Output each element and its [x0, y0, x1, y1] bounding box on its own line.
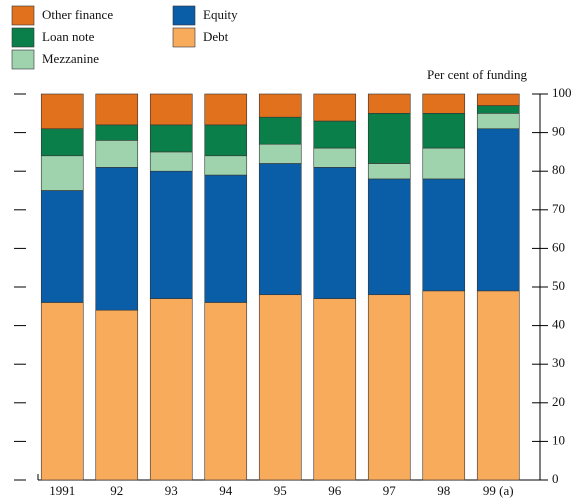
bar-segment: [95, 309, 139, 481]
bar-segment: [149, 170, 193, 299]
bar-segment: [95, 93, 139, 126]
bar-segment: [476, 105, 520, 114]
x-tick-label: 99 (a): [483, 483, 514, 498]
bar-segment: [258, 116, 302, 145]
bar-segment: [422, 178, 466, 292]
bar-segment: [476, 128, 520, 292]
bar-segment: [313, 120, 357, 149]
legend-label: Debt: [203, 29, 229, 44]
bar-segment: [367, 93, 411, 114]
y-tick-label: 50: [552, 278, 565, 293]
y-tick-label: 40: [552, 317, 565, 332]
legend-swatch: [11, 27, 35, 48]
bar-segment: [95, 124, 139, 141]
bar-segment: [258, 93, 302, 118]
bar-segment: [313, 298, 357, 481]
legend-label: Other finance: [42, 7, 113, 22]
y-tick-label: 90: [552, 124, 565, 139]
y-tick-label: 80: [552, 162, 565, 177]
y-axis-label: Per cent of funding: [427, 67, 528, 82]
bar-segment: [313, 167, 357, 299]
bar-segment: [422, 290, 466, 481]
bar-segment: [422, 93, 466, 114]
bar-segment: [422, 113, 466, 149]
legend-swatch: [172, 5, 196, 26]
y-tick-label: 70: [552, 201, 565, 216]
bar-segment: [40, 155, 84, 191]
bar-segment: [204, 155, 248, 176]
y-tick-label: 100: [552, 85, 572, 100]
legend-swatch: [11, 5, 35, 26]
bar-segment: [313, 93, 357, 122]
legend-swatch: [11, 49, 35, 70]
bar-segment: [40, 190, 84, 303]
bar-segment: [204, 124, 248, 157]
bar-segment: [149, 93, 193, 126]
bar-segment: [258, 143, 302, 164]
x-tick-label: 1991: [49, 483, 75, 498]
bar-segment: [258, 294, 302, 481]
bar-segment: [476, 113, 520, 130]
bar-segment: [40, 302, 84, 481]
bar-segment: [367, 163, 411, 180]
bar-segment: [149, 298, 193, 481]
bar-segment: [367, 178, 411, 296]
x-tick-label: 97: [383, 483, 397, 498]
x-tick-label: 98: [437, 483, 450, 498]
legend-label: Loan note: [42, 29, 95, 44]
x-tick-label: 92: [110, 483, 123, 498]
bar-segment: [95, 140, 139, 168]
bar-segment: [40, 128, 84, 157]
bar-segment: [40, 93, 84, 130]
bar-segment: [258, 163, 302, 296]
bar-segment: [149, 151, 193, 172]
bar-segment: [367, 294, 411, 481]
bar-segment: [204, 302, 248, 481]
bar-segment: [422, 147, 466, 180]
bar-segment: [95, 167, 139, 311]
legend-swatch: [172, 27, 196, 48]
x-tick-label: 96: [328, 483, 342, 498]
y-tick-label: 0: [552, 471, 559, 486]
bar-segment: [149, 124, 193, 153]
y-tick-label: 30: [552, 355, 565, 370]
bar-segment: [204, 93, 248, 126]
bar-segment: [476, 290, 520, 481]
y-tick-label: 60: [552, 239, 565, 254]
bar-segment: [313, 147, 357, 168]
legend-label: Mezzanine: [42, 51, 99, 66]
x-tick-label: 95: [274, 483, 287, 498]
y-tick-label: 20: [552, 394, 565, 409]
legend-label: Equity: [203, 7, 238, 22]
x-tick-label: 93: [165, 483, 178, 498]
bar-segment: [476, 93, 520, 106]
bar-segment: [367, 113, 411, 164]
x-tick-label: 94: [219, 483, 233, 498]
bar-segment: [204, 174, 248, 303]
y-tick-label: 10: [552, 432, 565, 447]
